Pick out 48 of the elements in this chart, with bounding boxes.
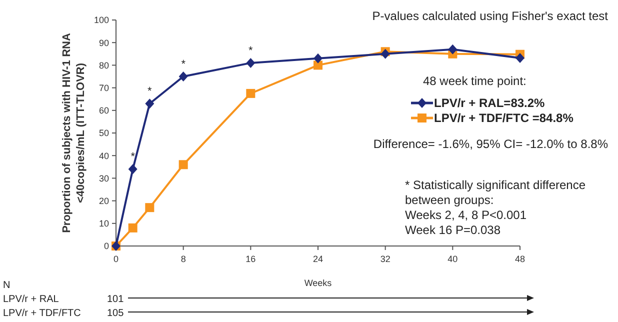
legend-label: LPV/r + RAL=83.2% (434, 96, 546, 110)
y-tick-label: 70 (98, 82, 109, 93)
y-axis-title: Proportion of subjects with HIV-1 RNA <40copies/mL (ITT-TLOVR) (61, 33, 87, 233)
text: N (3, 280, 10, 291)
point (246, 58, 256, 68)
y-tick-label: 0 (104, 241, 109, 252)
x-tick-label: 32 (380, 254, 390, 264)
x-tick-label: 16 (246, 254, 256, 264)
annotation: * (148, 86, 153, 98)
annotation: * (248, 44, 254, 57)
point (314, 53, 322, 64)
x-tick-label: 40 (448, 254, 458, 264)
y-tick-label: 90 (98, 38, 109, 48)
point (178, 160, 188, 170)
annotation: Difference= -1.6%, 95% CI= -12.0% to 8.8% (373, 137, 608, 151)
legend-title: 48 week time point: (423, 74, 526, 88)
y-tick-label: 50 (98, 128, 109, 138)
annotation: * (181, 58, 186, 70)
text: LPV/r + RAL (3, 294, 60, 305)
x-tick-label: 24 (312, 254, 324, 264)
annotation: * (130, 151, 136, 164)
point (516, 52, 524, 63)
y-tick-label: 10 (98, 218, 109, 229)
y-tick-label: 100 (94, 15, 109, 26)
point (145, 203, 154, 212)
point (145, 98, 154, 109)
point (128, 223, 138, 232)
point (314, 60, 322, 70)
point (448, 44, 458, 54)
point (246, 88, 256, 98)
annotation: * Statistically significant difference between groups: Weeks 2, 4, 8 P<0.001 Week 16 P=0.038 (405, 178, 586, 237)
x-axis-title: Weeks (304, 278, 332, 288)
legend-label: LPV/r + TDF/FTC =84.8% (434, 111, 574, 125)
y-tick-label: 20 (98, 196, 109, 206)
x-tick-label: 0 (113, 254, 119, 264)
y-tick-label: 60 (98, 106, 109, 116)
text: 105 (107, 308, 124, 319)
y-tick-label: 80 (98, 60, 109, 70)
point (128, 164, 138, 174)
y-tick-label: 30 (98, 173, 109, 184)
text: 101 (107, 294, 124, 305)
y-tick-label: 40 (98, 150, 109, 161)
x-tick-label: 8 (180, 254, 186, 264)
text: LPV/r + TDF/FTC (3, 308, 81, 319)
chart-title: P-values calculated using Fisher's exact test (372, 9, 609, 23)
point (178, 72, 188, 82)
point (380, 48, 390, 59)
x-tick-label: 48 (514, 254, 526, 264)
